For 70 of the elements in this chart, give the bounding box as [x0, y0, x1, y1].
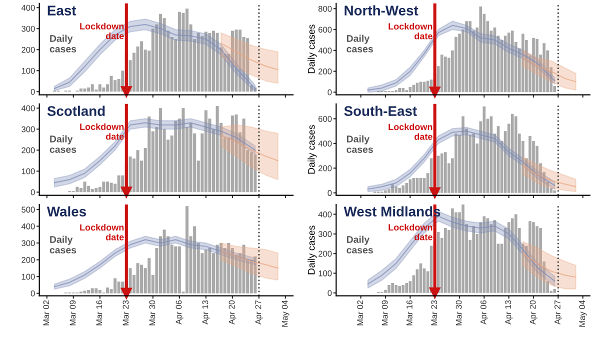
y-tick-label: 200 [22, 46, 35, 53]
y-tick-label: 300 [22, 240, 35, 246]
y-tick-label: 200 [22, 147, 35, 154]
x-tick-label: Apr 13 [505, 300, 513, 325]
y-tick-label: 200 [22, 256, 35, 263]
x-tick-label: Apr 06 [176, 300, 184, 325]
y-tick-label: 400 [318, 48, 332, 54]
x-tick-label: Apr 20 [228, 300, 236, 325]
ref-line-label: Lockdown date [388, 224, 432, 240]
ref-line-label: Lockdown date [80, 22, 124, 40]
x-tick-label: Mar 09 [382, 300, 388, 326]
x-tick-label: Apr 06 [480, 300, 488, 325]
text: Daily cases [308, 125, 317, 174]
y-tick-label: 100 [22, 68, 35, 74]
x-tick-label: Apr 13 [202, 300, 210, 325]
y-tick-label: 100 [22, 168, 35, 174]
x-tick-label: Apr 27 [554, 300, 562, 325]
y-tick-label: 100 [318, 270, 332, 276]
x-tick-label: Mar 23 [122, 300, 129, 326]
y-tick-label: 600 [318, 116, 332, 122]
annotation: Daily cases [50, 34, 76, 52]
y-tick-label: 400 [318, 140, 332, 147]
x-tick-label: Mar 16 [406, 300, 412, 326]
y-tick-label: 300 [22, 26, 35, 32]
ref-line-label: Lockdown date [388, 22, 432, 40]
y-tick-label: 0 [328, 290, 332, 296]
x-tick-label: Mar 23 [431, 300, 438, 326]
x-tick-label: Mar 30 [149, 300, 156, 326]
annotation: Daily cases [50, 135, 76, 153]
x-tick-label: Mar 30 [456, 300, 462, 326]
chart-title: South-East [344, 106, 417, 116]
x-tick-label: Apr 27 [255, 300, 263, 325]
chart-title: Wales [46, 206, 86, 216]
y-tick-label: 0 [30, 290, 35, 296]
y-tick-label: 200 [318, 250, 332, 257]
y-tick-label: 400 [21, 105, 35, 112]
chart-title: East [48, 6, 76, 16]
y-tick-label: 400 [21, 223, 35, 230]
y-tick-label: 200 [318, 68, 332, 74]
y-tick-label: 400 [21, 4, 35, 11]
y-tick-label: 400 [318, 211, 332, 218]
x-tick-label: May 04 [579, 300, 587, 327]
ref-line-label: Lockdown date [388, 123, 432, 140]
x-tick-label: Mar 09 [70, 300, 76, 326]
y-tick-label: 800 [318, 6, 332, 12]
annotation: Daily cases [50, 236, 76, 254]
x-tick-label: Mar 02 [43, 300, 50, 326]
x-tick-label: Mar 16 [96, 300, 102, 326]
y-axis-title: Daily cases [346, 34, 373, 52]
y-tick-label: 300 [318, 231, 332, 238]
y-axis-title: Daily cases [346, 236, 373, 254]
y-tick-label: 0 [328, 190, 332, 196]
x-tick-label: May 04 [282, 300, 290, 327]
ref-line-label: Lockdown date [80, 123, 124, 140]
y-tick-label: 600 [318, 26, 332, 33]
text: Daily cases [308, 226, 317, 274]
y-axis-title: Daily cases [346, 135, 373, 153]
y-tick-label: 100 [22, 274, 35, 280]
ref-line-label: Lockdown date [80, 224, 124, 240]
y-tick-label: 300 [22, 126, 35, 132]
x-tick-label: Mar 02 [357, 300, 364, 326]
chart-title: Scotland [47, 106, 105, 116]
y-tick-label: 0 [30, 189, 35, 196]
y-tick-label: 0 [30, 88, 35, 95]
y-tick-label: 0 [328, 89, 332, 96]
y-tick-label: 200 [318, 165, 332, 172]
x-tick-label: Apr 20 [530, 300, 538, 325]
chart-title: North-West [344, 5, 418, 16]
text: Daily cases [308, 24, 317, 74]
y-tick-label: 500 [22, 206, 35, 213]
